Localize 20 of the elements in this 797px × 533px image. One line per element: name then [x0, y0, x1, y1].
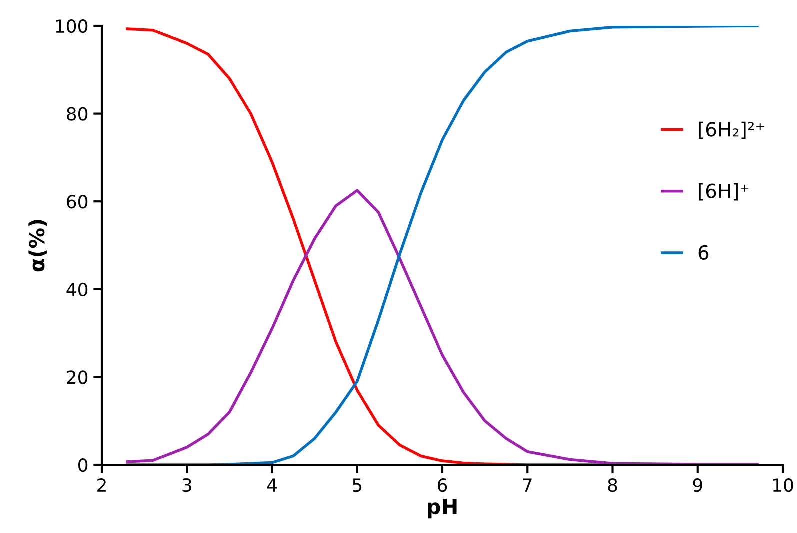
x-tick-label: 9 [693, 478, 702, 492]
x-tick-label: 3 [182, 478, 192, 492]
x-tick-label: 10 [773, 478, 794, 492]
y-tick-label: 80 [67, 107, 88, 121]
y-tick-label: 0 [78, 458, 88, 472]
y-tick-label: 100 [56, 19, 88, 34]
legend-label: [6H]⁺ [699, 183, 749, 201]
legend-label: 6 [698, 245, 709, 260]
x-tick-label: 5 [353, 478, 362, 492]
x-tick-label: 2 [98, 478, 106, 492]
legend-label: [6H₂]²⁺ [699, 122, 764, 140]
x-axis-title: pH [428, 499, 457, 519]
x-tick-label: 4 [267, 478, 277, 492]
x-tick-label: 8 [608, 478, 618, 492]
x-tick-label: 7 [523, 478, 532, 492]
y-tick-label: 40 [66, 282, 88, 297]
y-tick-label: 60 [67, 195, 88, 209]
y-tick-label: 20 [67, 370, 88, 384]
x-tick-label: 6 [438, 478, 448, 492]
y-axis-title: α(%) [28, 220, 48, 272]
